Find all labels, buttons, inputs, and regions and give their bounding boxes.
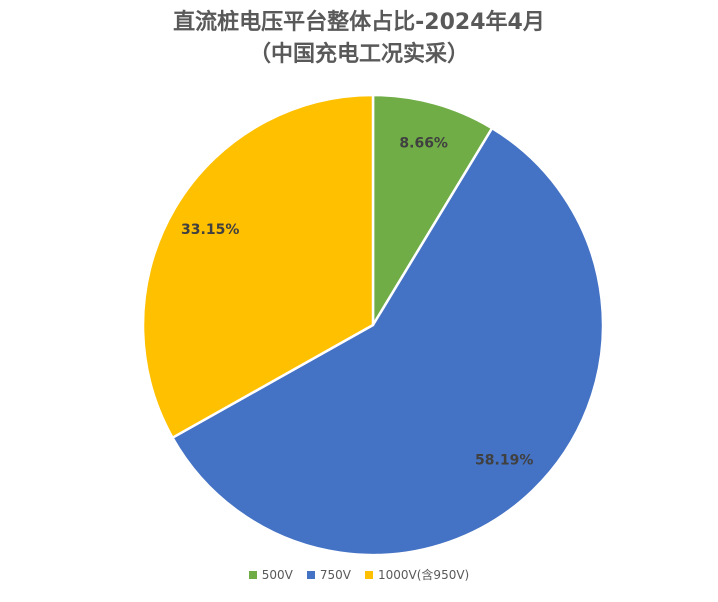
data-label-500v: 8.66% [399, 135, 448, 151]
legend-label-500v: 500V [261, 567, 293, 582]
legend: 500V 750V 1000V(含950V) [0, 566, 718, 583]
legend-swatch-1000v [365, 570, 373, 579]
pie-slice-500v [371, 93, 494, 327]
legend-label-750v: 750V [319, 567, 351, 582]
legend-item-500v: 500V [248, 567, 293, 582]
legend-swatch-500v [248, 570, 257, 579]
pie-slice-750v [171, 126, 605, 557]
legend-swatch-750v [306, 570, 315, 579]
data-label-1000v: 33.15% [181, 222, 239, 238]
legend-item-750v: 750V [306, 567, 351, 582]
data-label-750v: 58.19% [475, 452, 533, 468]
legend-item-1000v: 1000V(含950V) [365, 566, 469, 583]
chart-title: 直流桩电压平台整体占比-2024年4月 [173, 10, 545, 35]
pie-slice-1000v [141, 93, 375, 439]
chart-subtitle: （中国充电工况实采） [248, 42, 469, 67]
legend-label-1000v: 1000V(含950V) [378, 568, 470, 582]
